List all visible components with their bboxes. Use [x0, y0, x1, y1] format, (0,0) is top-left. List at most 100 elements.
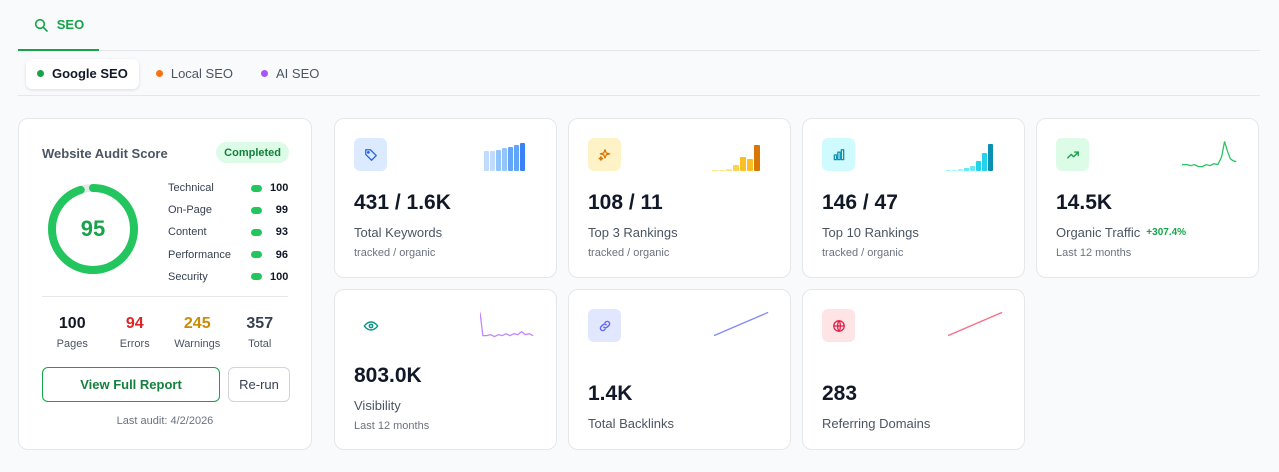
- stat-label: Total: [248, 338, 272, 350]
- stat-errors: 94 Errors: [104, 315, 167, 350]
- stat-label: Pages: [56, 338, 88, 350]
- stat-label: Errors: [119, 338, 150, 350]
- metric-bar: [251, 184, 262, 192]
- traffic-sparkline: [1182, 141, 1237, 168]
- stat-value: 245: [183, 315, 211, 332]
- subtab-label: Google SEO: [52, 66, 128, 81]
- subtab-ai-seo[interactable]: AI SEO: [250, 59, 330, 89]
- metric-value: 100: [270, 182, 289, 195]
- metric-technical: Technical 100: [168, 177, 288, 199]
- trending-up-icon-box: [1056, 138, 1089, 171]
- card-label-text: Visibility: [354, 398, 401, 413]
- keywords-label: Total Keywords: [354, 225, 442, 240]
- metric-value: 100: [270, 270, 289, 283]
- stat-value: 357: [246, 315, 274, 332]
- referring-domains-card[interactable]: 283 Referring Domains: [802, 289, 1025, 450]
- top3-label: Top 3 Rankings: [588, 225, 678, 240]
- stat-label: Warnings: [174, 338, 221, 350]
- eye-icon: [362, 320, 379, 331]
- status-dot-icon: [155, 70, 163, 77]
- top10-sparkline: [946, 144, 993, 171]
- status-dot-icon: [37, 70, 44, 77]
- website-audit-card: Website Audit Score Completed 95 Technic…: [18, 118, 312, 450]
- globe-icon: [832, 319, 845, 332]
- subtab-google-seo[interactable]: Google SEO: [26, 58, 139, 89]
- audit-metrics: Technical 100 On-Page 99 Content 93 Perform…: [168, 177, 288, 288]
- metric-on-page: On-Page 99: [168, 199, 288, 221]
- top10-label: Top 10 Rankings: [822, 225, 919, 240]
- card-label-text: Referring Domains: [822, 416, 931, 431]
- visibility-value: 803.0K: [354, 364, 422, 387]
- keywords-value: 431 / 1.6K: [354, 191, 451, 214]
- search-icon: [34, 18, 48, 32]
- card-label-text: Top 3 Rankings: [588, 225, 678, 240]
- top10-rankings-card[interactable]: 146 / 47 Top 10 Rankings tracked / organ…: [802, 118, 1025, 278]
- stat-pages: 100 Pages: [41, 315, 104, 350]
- traffic-sub: Last 12 months: [1056, 247, 1132, 259]
- tab-seo[interactable]: SEO: [18, 0, 99, 51]
- metric-value: 99: [275, 204, 288, 217]
- keywords-sparkline: [484, 143, 525, 171]
- audit-stats: 100 Pages 94 Errors 245 Warnings 357 Total: [41, 315, 291, 350]
- organic-traffic-card[interactable]: 14.5K Organic Traffic +307.4% Last 12 mon…: [1036, 118, 1259, 278]
- top10-value: 146 / 47: [822, 191, 898, 214]
- card-label-text: Organic Traffic: [1056, 225, 1141, 240]
- total-backlinks-card[interactable]: 1.4K Total Backlinks: [568, 289, 791, 450]
- total-keywords-card[interactable]: 431 / 1.6K Total Keywords tracked / orga…: [334, 118, 557, 278]
- metric-bar: [251, 228, 262, 236]
- metric-value: 93: [275, 226, 288, 239]
- visibility-label: Visibility: [354, 398, 401, 413]
- stat-total: 357 Total: [229, 315, 292, 350]
- link-icon: [599, 320, 610, 331]
- subtab-local-seo[interactable]: Local SEO: [145, 59, 244, 89]
- globe-icon-box: [822, 309, 855, 342]
- seo-subtabs: Google SEO Local SEO AI SEO: [18, 52, 1260, 96]
- metric-bar: [251, 251, 262, 259]
- domains-value: 283: [822, 382, 858, 405]
- bar-chart-icon-box: [822, 138, 855, 171]
- metric-content: Content 93: [168, 221, 288, 243]
- link-icon-box: [588, 309, 621, 342]
- trending-up-icon: [1066, 150, 1079, 159]
- card-label-text: Top 10 Rankings: [822, 225, 919, 240]
- stat-warnings: 245 Warnings: [166, 315, 229, 350]
- visibility-sub: Last 12 months: [354, 420, 430, 432]
- view-full-report-button[interactable]: View Full Report: [42, 367, 220, 402]
- card-label-text: Total Backlinks: [588, 416, 674, 431]
- backlinks-sparkline: [714, 311, 769, 337]
- stat-value: 100: [58, 315, 86, 332]
- metric-bar: [251, 273, 262, 281]
- subtab-label: AI SEO: [276, 66, 320, 81]
- top3-rankings-card[interactable]: 108 / 11 Top 3 Rankings tracked / organi…: [568, 118, 791, 278]
- sparkle-icon: [598, 148, 610, 161]
- metric-label: Security: [168, 270, 208, 283]
- metric-security: Security 100: [168, 266, 288, 288]
- traffic-value: 14.5K: [1056, 191, 1113, 214]
- card-label-text: Total Keywords: [354, 225, 443, 240]
- status-dot-icon: [261, 70, 268, 77]
- audit-score-value: 95: [80, 216, 106, 241]
- audit-score-gauge: [48, 184, 138, 274]
- subtab-label: Local SEO: [170, 66, 233, 81]
- top10-sub: tracked / organic: [822, 247, 904, 259]
- metric-label: Content: [168, 226, 207, 239]
- last-audit-date: Last audit: 4/2/2026: [116, 415, 214, 427]
- sparkle-icon-box: [588, 138, 621, 171]
- tag-icon-box: [354, 138, 387, 171]
- domains-sparkline: [948, 311, 1003, 337]
- top3-sparkline: [712, 145, 760, 171]
- traffic-delta: +307.4%: [1146, 227, 1187, 238]
- rerun-button[interactable]: Re-run: [228, 367, 290, 402]
- top3-sub: tracked / organic: [588, 247, 670, 259]
- traffic-label: Organic Traffic +307.4%: [1056, 225, 1186, 240]
- keywords-sub: tracked / organic: [354, 247, 436, 259]
- metric-value: 96: [275, 248, 288, 261]
- audit-title: Website Audit Score: [42, 146, 168, 161]
- bar-chart-icon: [833, 148, 844, 160]
- backlinks-value: 1.4K: [588, 382, 633, 405]
- stat-value: 94: [125, 315, 144, 332]
- eye-icon-box: [354, 309, 387, 342]
- tag-icon: [364, 148, 377, 161]
- tab-seo-label: SEO: [56, 17, 85, 32]
- visibility-card[interactable]: 803.0K Visibility Last 12 months: [334, 289, 557, 450]
